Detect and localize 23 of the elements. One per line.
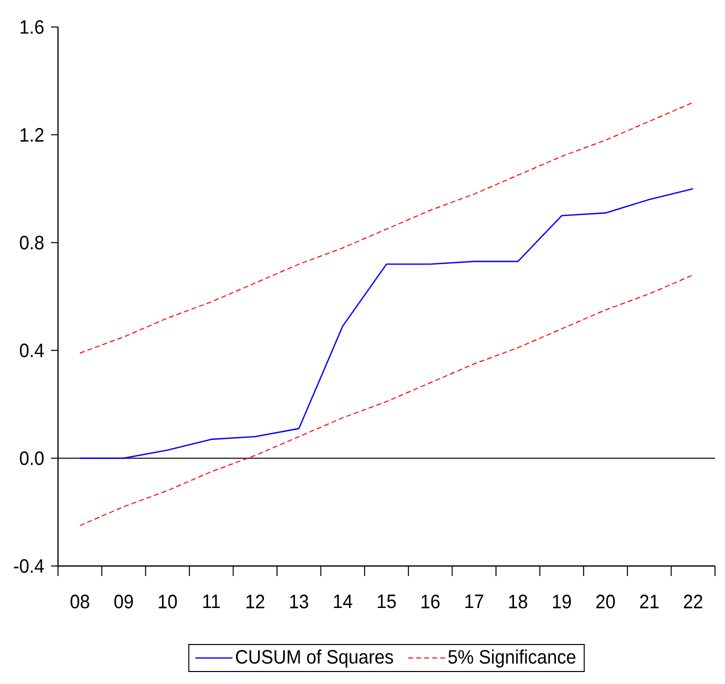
y-tick-label: 0.0 xyxy=(20,451,44,466)
x-tick-label: 08 xyxy=(70,594,90,608)
x-tick-label: 13 xyxy=(290,594,308,608)
x-tick-label: 19 xyxy=(553,594,571,608)
legend-label: CUSUM of Squares xyxy=(236,650,394,668)
x-tick-label: 16 xyxy=(422,594,440,608)
x-tick-label: 21 xyxy=(640,594,658,608)
x-tick-label: 09 xyxy=(114,594,133,608)
x-tick-label: 15 xyxy=(378,594,396,608)
y-tick-label: 0.8 xyxy=(20,236,44,250)
legend-label: 5% Significance xyxy=(448,649,576,668)
x-tick-label: 22 xyxy=(684,594,702,608)
x-tick-label: 14 xyxy=(334,594,352,608)
y-tick-label: 0.4 xyxy=(20,344,44,358)
x-tick-label: 11 xyxy=(203,594,220,608)
y-tick-label: -0.4 xyxy=(14,559,44,573)
x-tick-label: 17 xyxy=(465,594,484,608)
x-tick-label: 12 xyxy=(246,594,264,608)
x-tick-label: 20 xyxy=(596,594,615,608)
y-tick-label: 1.2 xyxy=(20,128,44,142)
x-tick-label: 18 xyxy=(509,594,528,608)
x-tick-label: 10 xyxy=(158,594,177,608)
y-tick-label: 1.6 xyxy=(20,20,44,34)
